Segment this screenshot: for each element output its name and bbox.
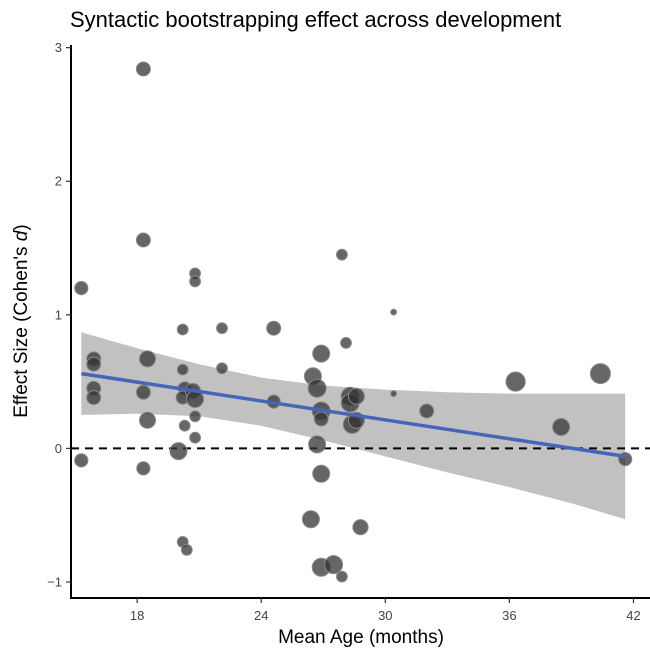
y-axis-title: Effect Size (Cohen's d) [11, 224, 32, 417]
data-point [307, 378, 327, 398]
data-point [324, 555, 344, 575]
data-point [189, 431, 202, 444]
data-point [352, 519, 369, 536]
data-point [176, 323, 189, 336]
data-point [552, 418, 571, 436]
x-tick-label: 18 [130, 608, 144, 623]
y-tick-label: 1 [55, 307, 62, 322]
x-tick-label: 36 [502, 608, 516, 623]
data-point [135, 61, 151, 77]
data-point [390, 308, 398, 316]
data-point [505, 371, 526, 392]
regression-line [81, 371, 626, 459]
y-axis-title-italic: d [11, 229, 32, 241]
data-point [178, 419, 191, 432]
chart-title: Syntactic bootstrapping effect across de… [70, 7, 561, 32]
y-axis-title-suffix: ) [11, 224, 32, 230]
axes-layer: 18 24 30 36 42 −1 0 1 2 3 [47, 40, 650, 623]
data-point [312, 464, 331, 483]
data-point [216, 362, 228, 375]
data-point [189, 275, 202, 288]
data-point [336, 248, 348, 261]
data-point [180, 544, 193, 556]
y-axis-title-prefix: Effect Size (Cohen's [11, 241, 32, 417]
y-tick-label: −1 [47, 574, 62, 589]
data-point [390, 390, 398, 398]
data-point [266, 320, 282, 336]
data-point [312, 344, 331, 363]
data-point [169, 442, 188, 461]
data-point [86, 390, 102, 406]
data-point [189, 410, 202, 423]
data-point [308, 435, 327, 454]
y-tick-label: 2 [55, 174, 62, 189]
y-tick-label: 0 [55, 441, 62, 456]
data-point [74, 453, 89, 468]
data-point [313, 411, 329, 427]
data-point [589, 363, 611, 385]
data-point [135, 232, 151, 248]
data-point [135, 384, 151, 400]
x-axis-title: Mean Age (months) [278, 627, 444, 648]
data-point [139, 350, 156, 368]
data-point [340, 337, 352, 349]
data-point [347, 387, 365, 405]
x-tick-label: 30 [378, 608, 392, 623]
fit-line-layer [81, 371, 626, 459]
data-point [216, 322, 228, 335]
x-tick-label: 24 [254, 608, 268, 623]
data-point [176, 363, 189, 376]
x-tick-label: 42 [626, 608, 640, 623]
data-point [301, 510, 320, 529]
data-point [139, 411, 156, 429]
data-point [136, 461, 151, 476]
data-point [86, 356, 102, 372]
data-points-layer [74, 61, 633, 583]
data-point [419, 403, 435, 419]
y-tick-label: 3 [55, 40, 62, 55]
data-point [336, 570, 348, 583]
data-point [74, 281, 89, 296]
